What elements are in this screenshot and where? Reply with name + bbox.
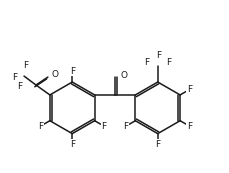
Text: F: F: [165, 58, 171, 67]
Text: F: F: [186, 122, 191, 131]
Text: F: F: [17, 81, 22, 90]
Text: F: F: [144, 58, 149, 67]
Text: F: F: [155, 140, 160, 149]
Text: F: F: [186, 85, 191, 94]
Text: F: F: [123, 122, 128, 131]
Text: F: F: [38, 122, 43, 131]
Text: F: F: [155, 51, 161, 60]
Text: O: O: [51, 70, 58, 79]
Text: F: F: [12, 73, 18, 82]
Text: F: F: [23, 61, 28, 70]
Text: F: F: [69, 140, 74, 149]
Text: F: F: [69, 67, 74, 76]
Text: O: O: [120, 71, 127, 80]
Text: F: F: [101, 122, 106, 131]
